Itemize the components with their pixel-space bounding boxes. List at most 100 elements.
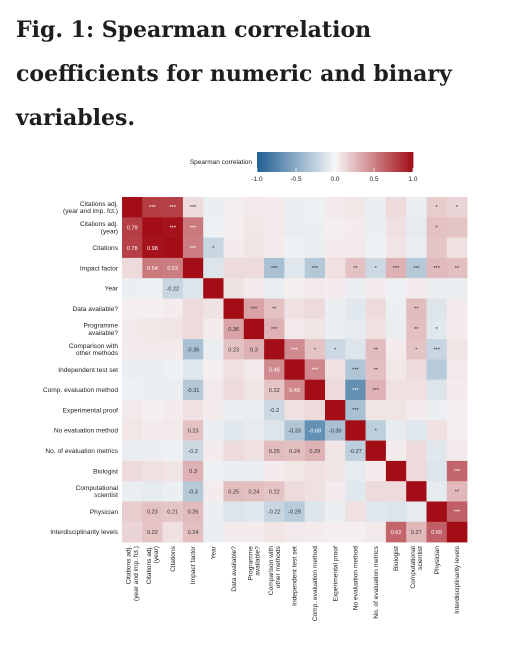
legend-gradient-step	[366, 152, 370, 172]
heatmap-cell	[406, 298, 427, 320]
heatmap-cell	[345, 318, 366, 340]
heatmap-cell	[325, 237, 346, 259]
heatmap-cell	[243, 379, 265, 401]
significance-stars: ***	[291, 347, 298, 353]
heatmap-cell	[325, 298, 346, 320]
heatmap-cell	[426, 278, 448, 299]
cell-value-label: 0.79	[127, 225, 138, 231]
heatmap-cell	[162, 298, 184, 320]
legend-gradient-step	[264, 152, 268, 172]
heatmap-cell	[223, 197, 245, 218]
heatmap-cell	[243, 440, 265, 462]
heatmap-cell	[385, 379, 407, 401]
legend-gradient-step	[285, 152, 289, 172]
heatmap-cell	[223, 460, 245, 482]
heatmap-cell	[162, 521, 184, 543]
heatmap-cell	[385, 197, 407, 218]
legend-gradient-step	[322, 152, 325, 172]
heatmap-cell	[426, 237, 448, 259]
cell-value-label: 0.52	[167, 266, 178, 272]
heatmap-cell	[385, 318, 407, 340]
significance-stars: *	[436, 205, 439, 211]
heatmap-cell	[122, 217, 143, 238]
heatmap-cell	[304, 481, 326, 502]
heatmap-cell	[304, 278, 326, 299]
heatmap-cell	[122, 400, 143, 421]
significance-stars: *	[334, 347, 337, 353]
heatmap-cell	[345, 298, 366, 320]
significance-stars: **	[353, 266, 358, 272]
heatmap-cell	[182, 379, 204, 401]
heatmap-cell	[325, 339, 346, 360]
significance-stars: ***	[149, 205, 156, 211]
column-label-physician: Physician	[434, 546, 441, 575]
heatmap-cell	[142, 501, 163, 523]
heatmap-cell	[264, 217, 285, 238]
heatmap-cell	[406, 217, 427, 238]
column-label-comparison-with-other-methods: Comparison withother methods	[268, 545, 282, 595]
heatmap-cell	[243, 278, 265, 299]
significance-stars: **	[455, 489, 460, 495]
heatmap-cell	[142, 298, 163, 320]
heatmap-cell	[365, 359, 387, 380]
heatmap-cell	[446, 379, 468, 401]
heatmap-cell	[203, 197, 224, 218]
legend-tick-label: -1.0	[251, 176, 263, 183]
heatmap-cell	[223, 217, 245, 238]
cell-value-label: 0.78	[127, 246, 138, 252]
legend-gradient-step	[397, 152, 401, 172]
heatmap-cell	[223, 237, 245, 259]
heatmap-cell	[243, 257, 265, 279]
heatmap-cell	[264, 420, 285, 441]
legend-gradient-step	[340, 152, 344, 172]
legend-gradient-step	[298, 152, 302, 172]
heatmap-cell	[406, 420, 427, 441]
heatmap-cell	[284, 339, 305, 360]
heatmap-cell	[325, 257, 346, 279]
heatmap-cell	[385, 298, 407, 320]
significance-stars: ***	[454, 510, 461, 516]
significance-stars: *	[212, 246, 215, 252]
heatmap-cell	[446, 318, 468, 340]
heatmap-cell	[264, 501, 285, 523]
significance-stars: *	[415, 347, 418, 353]
row-label-citations: Citations	[92, 245, 118, 252]
heatmap-cell	[446, 298, 468, 320]
heatmap-cell	[142, 217, 163, 238]
heatmap-cell	[365, 217, 387, 238]
heatmap-cell	[162, 237, 184, 259]
significance-stars: ***	[352, 408, 359, 414]
heatmap-cell	[325, 359, 346, 380]
heatmap-cell	[284, 318, 305, 340]
heatmap-cell	[243, 318, 265, 340]
heatmap-cell	[385, 339, 407, 360]
column-label-data-available: Data available?	[231, 546, 238, 592]
row-label-comparison-with-other-methods: Comparison with other methods	[69, 343, 119, 357]
heatmap-cell	[426, 521, 448, 543]
cell-value-label: 0.22	[269, 489, 280, 495]
legend-gradient-step	[316, 152, 320, 172]
row-label-biologist: Biologist	[93, 468, 118, 475]
column-label-programme-available: Programmeavailable?	[248, 546, 262, 581]
column-label-computational-scientist: Computationalscientist	[410, 546, 424, 589]
heatmap-cell	[406, 359, 427, 380]
heatmap-cell	[162, 217, 184, 238]
heatmap-cell	[406, 257, 427, 279]
heatmap-cell	[203, 318, 224, 340]
heatmap-cell	[426, 460, 448, 482]
significance-stars: ***	[454, 469, 461, 475]
figure-title-line-1: Fig. 1: Spearman correlation	[16, 17, 372, 43]
significance-stars: ***	[169, 225, 176, 231]
heatmap-cell	[284, 298, 305, 320]
heatmap-cell	[284, 501, 305, 523]
cell-value-label: 0.98	[147, 246, 158, 252]
legend-gradient-step	[400, 152, 403, 172]
heatmap-cell	[365, 298, 387, 320]
heatmap-cell	[406, 501, 427, 523]
heatmap-cell	[203, 501, 224, 523]
heatmap-cell	[365, 481, 387, 502]
heatmap-cell	[182, 420, 204, 441]
heatmap-cell	[122, 339, 143, 360]
heatmap-cell	[182, 197, 204, 218]
legend-gradient-step	[275, 152, 279, 172]
